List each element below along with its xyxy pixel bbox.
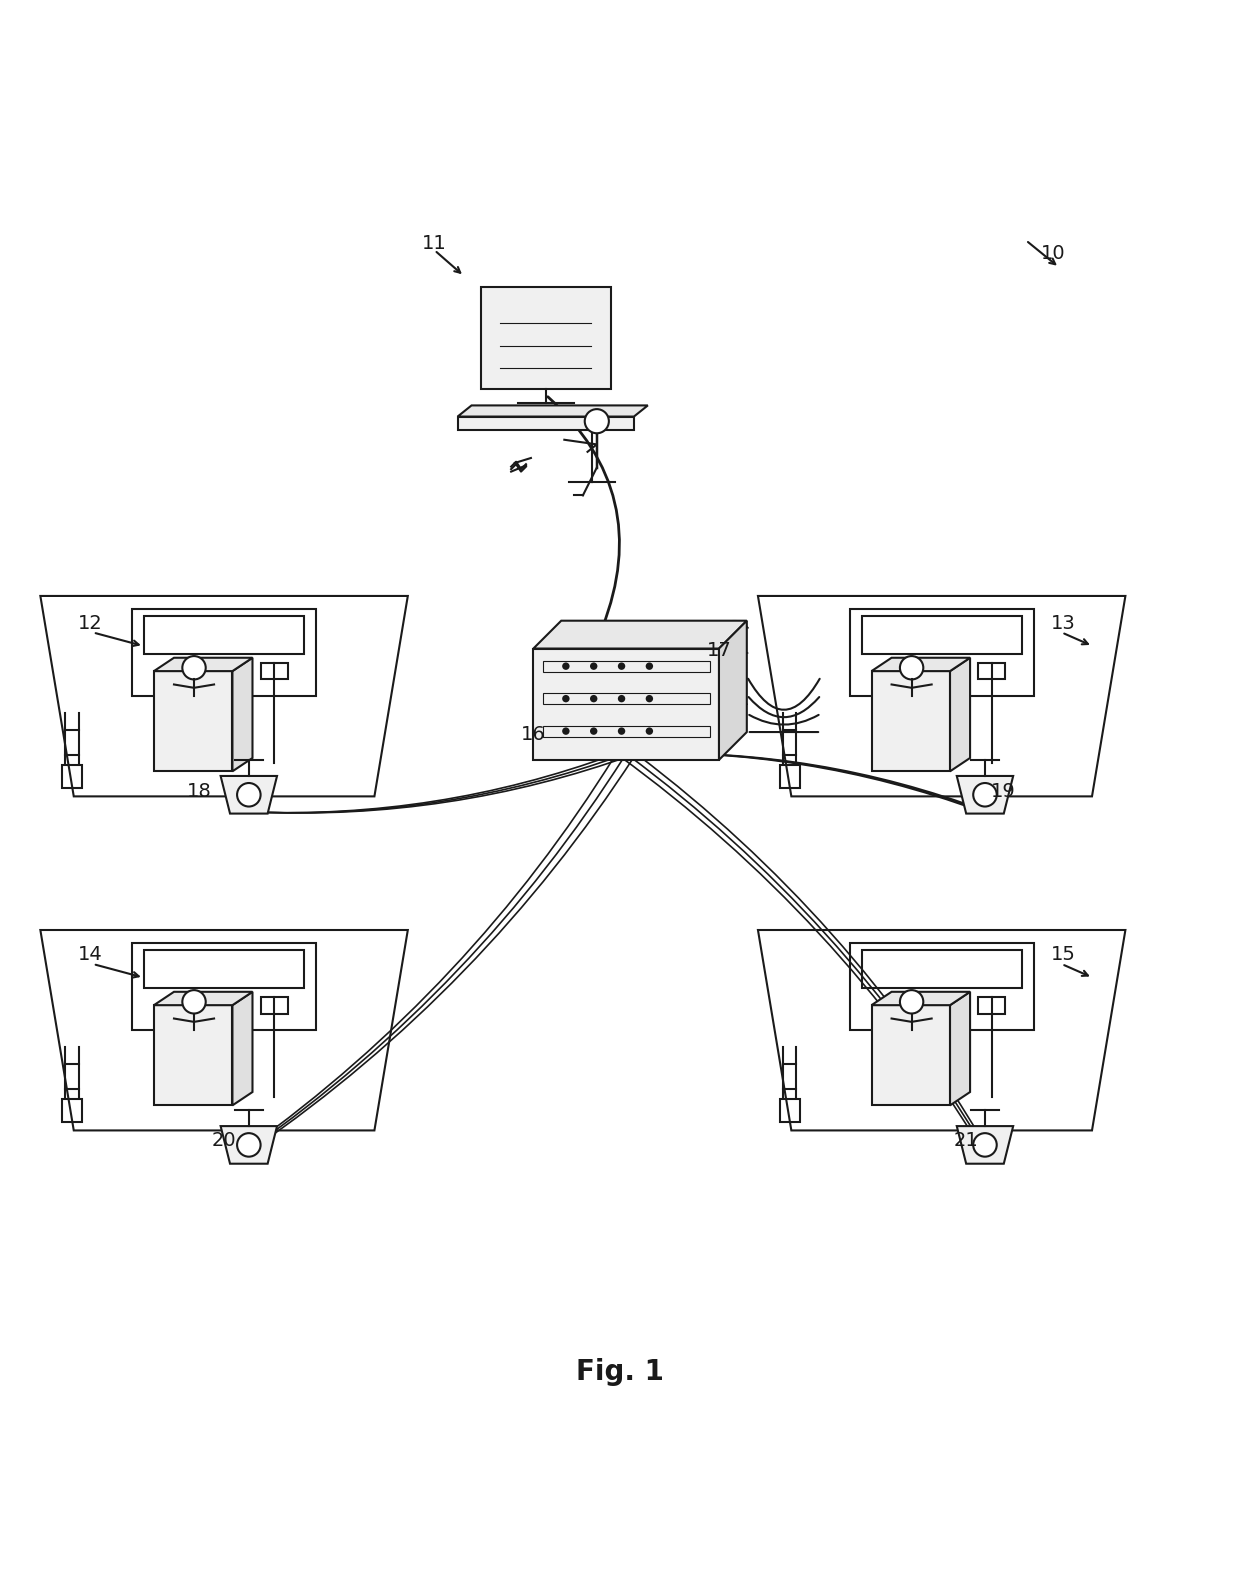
Text: 15: 15 xyxy=(1050,945,1075,964)
Polygon shape xyxy=(221,1125,277,1164)
Bar xyxy=(862,950,1022,988)
Circle shape xyxy=(618,663,625,669)
Polygon shape xyxy=(872,991,970,1006)
Circle shape xyxy=(585,410,609,434)
Bar xyxy=(133,609,316,697)
Text: 17: 17 xyxy=(707,641,732,660)
Polygon shape xyxy=(957,1125,1013,1164)
Polygon shape xyxy=(154,658,253,671)
Polygon shape xyxy=(950,658,970,771)
Bar xyxy=(144,615,304,655)
Circle shape xyxy=(182,657,206,679)
Polygon shape xyxy=(458,405,647,416)
Text: 19: 19 xyxy=(991,783,1016,802)
Circle shape xyxy=(646,727,653,735)
Polygon shape xyxy=(232,658,253,771)
Circle shape xyxy=(618,727,625,735)
Text: 11: 11 xyxy=(422,234,446,253)
Circle shape xyxy=(973,783,997,807)
Circle shape xyxy=(562,727,569,735)
Text: 21: 21 xyxy=(954,1130,978,1149)
Polygon shape xyxy=(154,991,253,1006)
Bar xyxy=(154,671,232,771)
Circle shape xyxy=(237,1133,260,1157)
Bar xyxy=(780,1098,800,1122)
Bar xyxy=(849,944,1034,1030)
Bar xyxy=(978,996,1006,1014)
Bar xyxy=(543,693,709,705)
Text: 14: 14 xyxy=(78,945,103,964)
Polygon shape xyxy=(533,620,746,649)
Circle shape xyxy=(590,663,598,669)
Bar xyxy=(849,609,1034,697)
Circle shape xyxy=(900,657,924,679)
Polygon shape xyxy=(950,991,970,1105)
Text: 20: 20 xyxy=(212,1130,237,1149)
Circle shape xyxy=(590,695,598,703)
Bar xyxy=(543,660,709,671)
Bar xyxy=(260,996,288,1014)
Bar xyxy=(872,671,950,771)
Circle shape xyxy=(182,990,206,1014)
Circle shape xyxy=(646,695,653,703)
Text: 12: 12 xyxy=(78,614,103,633)
Text: 18: 18 xyxy=(187,783,212,802)
Text: 10: 10 xyxy=(1040,244,1065,263)
Polygon shape xyxy=(957,776,1013,813)
Bar xyxy=(458,416,634,430)
Bar xyxy=(62,765,82,787)
Bar xyxy=(862,615,1022,655)
Circle shape xyxy=(562,695,569,703)
Circle shape xyxy=(900,990,924,1014)
Text: Fig. 1: Fig. 1 xyxy=(577,1358,663,1387)
Polygon shape xyxy=(221,776,277,813)
Text: 13: 13 xyxy=(1050,614,1075,633)
Bar xyxy=(133,944,316,1030)
Bar xyxy=(481,287,611,389)
Circle shape xyxy=(590,727,598,735)
Circle shape xyxy=(618,695,625,703)
Polygon shape xyxy=(719,620,746,760)
Bar xyxy=(543,725,709,736)
Bar xyxy=(780,765,800,787)
Circle shape xyxy=(646,663,653,669)
Bar xyxy=(154,1006,232,1105)
Polygon shape xyxy=(232,991,253,1105)
Bar xyxy=(62,1098,82,1122)
Bar xyxy=(533,649,719,760)
Bar xyxy=(144,950,304,988)
Bar xyxy=(260,663,288,679)
Circle shape xyxy=(237,783,260,807)
Polygon shape xyxy=(872,658,970,671)
Text: 16: 16 xyxy=(521,725,546,744)
Circle shape xyxy=(562,663,569,669)
Bar xyxy=(978,663,1006,679)
Bar xyxy=(872,1006,950,1105)
FancyArrowPatch shape xyxy=(548,397,620,628)
Circle shape xyxy=(973,1133,997,1157)
